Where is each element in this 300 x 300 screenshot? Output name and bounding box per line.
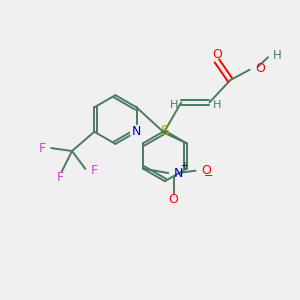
Text: O: O xyxy=(201,164,211,177)
Text: H: H xyxy=(169,100,178,110)
Text: F: F xyxy=(91,164,98,177)
Text: H: H xyxy=(272,49,281,62)
Text: N: N xyxy=(174,167,183,179)
Text: N: N xyxy=(132,125,141,138)
Text: O: O xyxy=(255,62,265,75)
Text: S: S xyxy=(160,124,169,138)
Text: +: + xyxy=(180,161,188,172)
Text: H: H xyxy=(213,100,221,110)
Text: O: O xyxy=(212,48,222,61)
Text: O: O xyxy=(169,193,178,206)
Text: F: F xyxy=(57,171,64,184)
Text: −: − xyxy=(204,171,214,181)
Text: F: F xyxy=(39,142,46,154)
